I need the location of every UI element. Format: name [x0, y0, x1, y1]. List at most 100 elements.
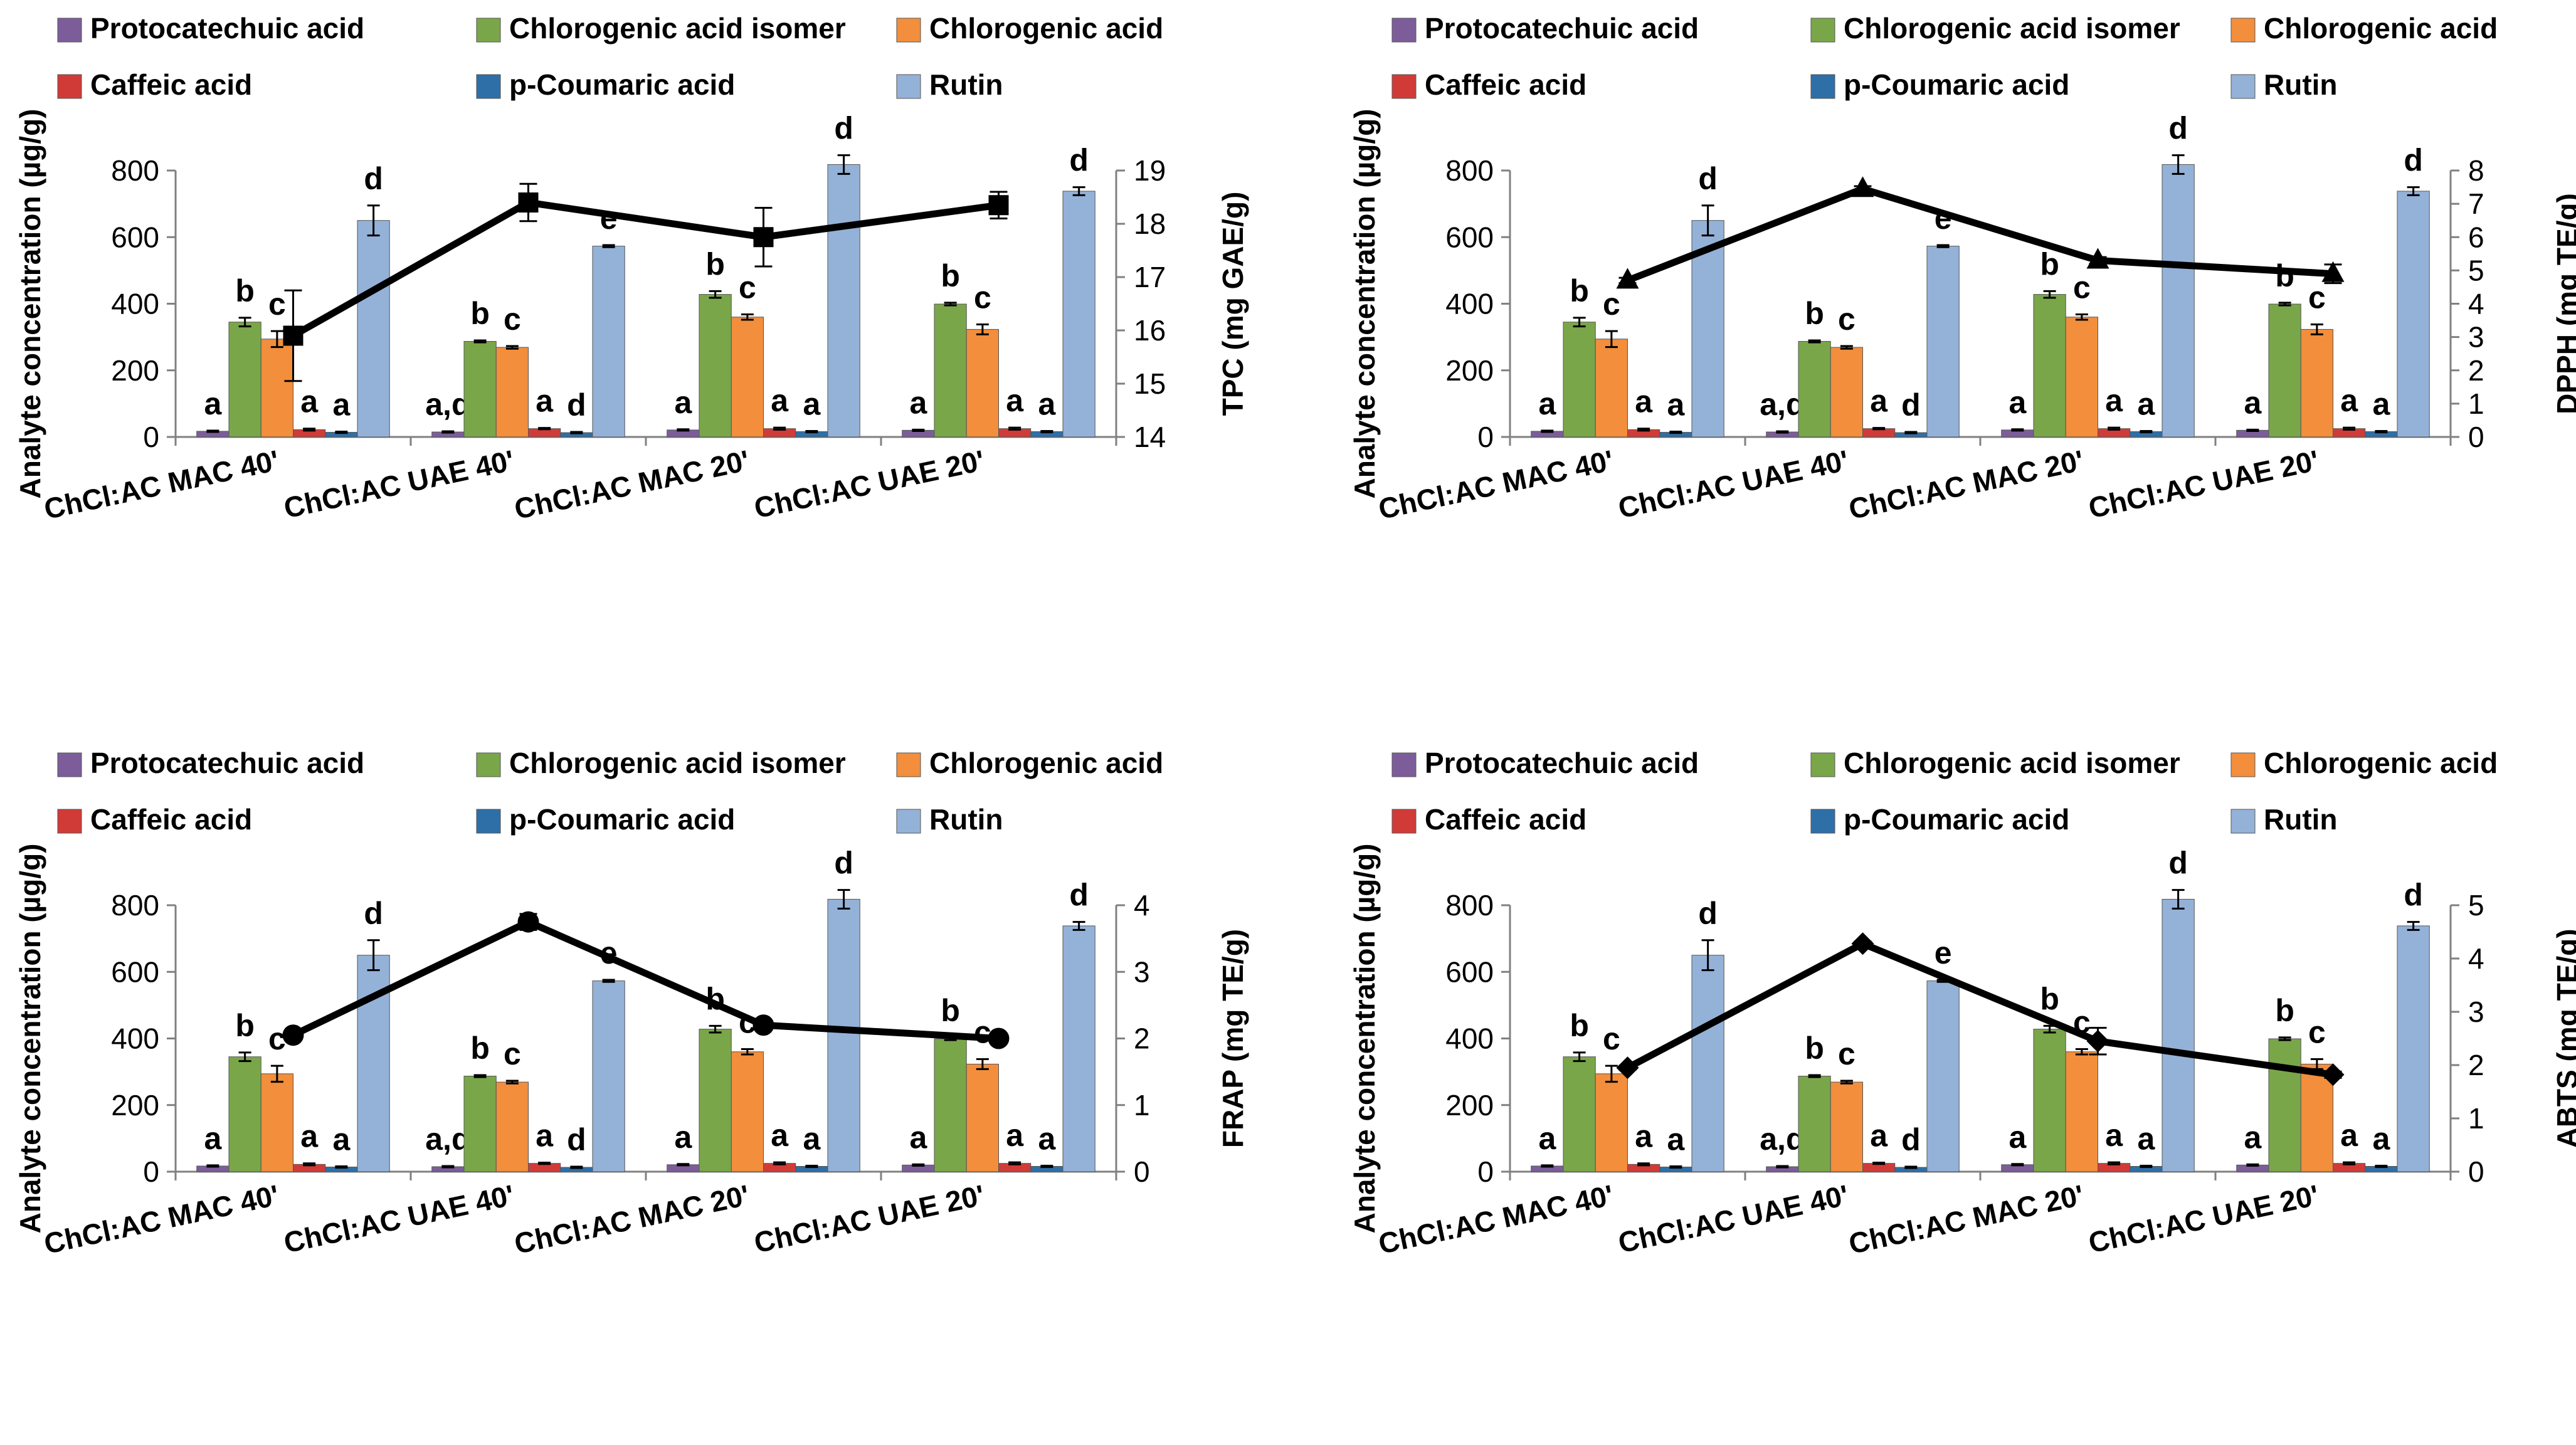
- significance-letter: a: [1870, 1118, 1888, 1153]
- significance-letter: d: [1069, 143, 1089, 178]
- bar: [2162, 898, 2195, 1172]
- significance-letter: a: [2372, 1121, 2390, 1156]
- line-series: [291, 199, 1000, 339]
- legend-label: Chlorogenic acid: [929, 747, 1163, 779]
- y2-tick-label: 1: [2468, 1102, 2484, 1135]
- significance-letter: a: [1038, 1121, 1056, 1156]
- bar: [827, 164, 860, 438]
- chart-panel-1: Protocatechuic acid Chlorogenic acid isom…: [14, 12, 1249, 525]
- significance-letter: a: [2009, 385, 2027, 420]
- bar: [699, 294, 732, 438]
- significance-letter: b: [470, 296, 490, 331]
- legend-swatch: [2230, 809, 2256, 834]
- y2-tick-label: 4: [2468, 942, 2484, 975]
- line-point: [517, 911, 539, 933]
- legend-swatch: [1391, 74, 1417, 99]
- legend-label: Chlorogenic acid isomer: [509, 12, 846, 45]
- bar: [1798, 1076, 1831, 1172]
- significance-letter: a: [771, 383, 789, 418]
- category-label: ChCl:AC MAC 20': [1846, 444, 2087, 525]
- bar: [1595, 339, 1628, 438]
- significance-letter: a: [1667, 387, 1685, 423]
- line-series: [1625, 940, 2334, 1078]
- y-tick-label: 400: [1445, 288, 1494, 320]
- significance-letter: d: [834, 846, 853, 881]
- bar: [495, 1081, 529, 1172]
- legend-label: Chlorogenic acid: [929, 12, 1163, 45]
- y2-tick-label: 3: [2468, 321, 2484, 354]
- bar: [1830, 347, 1863, 438]
- legend-swatch: [2230, 74, 2256, 99]
- significance-letter: d: [2404, 143, 2423, 178]
- bar: [463, 341, 497, 438]
- legend-swatch: [1810, 74, 1835, 99]
- chart-panel-3: Protocatechuic acid Chlorogenic acid isom…: [14, 747, 1249, 1260]
- line-point: [1616, 1056, 1639, 1080]
- legend-swatch: [2230, 18, 2256, 43]
- y2-tick-label: 14: [1134, 421, 1166, 453]
- legend-label: Caffeic acid: [1425, 803, 1586, 836]
- y2-axis-title: TPC (mg GAE/g): [1217, 192, 1249, 416]
- legend-swatch: [1810, 809, 1835, 834]
- significance-letter: a: [300, 384, 319, 419]
- significance-letter: c: [268, 1021, 286, 1056]
- y2-tick-label: 2: [1134, 1022, 1150, 1055]
- significance-letter: a: [2372, 386, 2390, 421]
- significance-letter: a: [2340, 1118, 2358, 1153]
- significance-letter: b: [1570, 273, 1589, 308]
- significance-letter: a: [332, 1122, 351, 1157]
- bar: [2397, 191, 2430, 438]
- significance-letter: c: [504, 1036, 521, 1071]
- significance-letter: b: [1805, 1031, 1824, 1066]
- bar: [827, 898, 860, 1172]
- category-label: ChCl:AC MAC 20': [512, 1179, 752, 1260]
- category-label: ChCl:AC MAC 40': [41, 444, 282, 525]
- y2-tick-label: 5: [2468, 254, 2484, 286]
- significance-letter: a: [536, 384, 554, 419]
- bar: [357, 220, 390, 438]
- bar: [2268, 1038, 2301, 1172]
- legend-label: Caffeic acid: [1425, 68, 1586, 101]
- significance-letter: a,d: [1760, 387, 1805, 422]
- bar: [1926, 980, 1960, 1172]
- significance-letter: a: [1006, 1118, 1024, 1153]
- bar: [699, 1029, 732, 1172]
- y-tick-label: 800: [111, 154, 159, 187]
- bar: [2033, 294, 2066, 438]
- legend-swatch: [1810, 752, 1835, 777]
- y2-tick-label: 19: [1134, 154, 1166, 187]
- significance-letter: c: [1603, 286, 1620, 322]
- legend-swatch: [896, 752, 921, 777]
- significance-letter: b: [2275, 258, 2294, 293]
- category-label: ChCl:AC UAE 40': [1615, 1179, 1852, 1259]
- y-tick-label: 800: [111, 889, 159, 922]
- y-tick-label: 600: [111, 221, 159, 253]
- legend-swatch: [1391, 752, 1417, 777]
- legend-label: Caffeic acid: [90, 68, 252, 101]
- significance-letter: a: [1667, 1122, 1685, 1157]
- chart-panel-4: Protocatechuic acid Chlorogenic acid isom…: [1348, 747, 2576, 1260]
- significance-letter: a: [1635, 384, 1653, 419]
- y2-tick-label: 1: [2468, 387, 2484, 420]
- bar: [1595, 1073, 1628, 1172]
- y2-tick-label: 4: [2468, 288, 2484, 320]
- y2-tick-label: 5: [2468, 889, 2484, 922]
- chart-panel-2: Protocatechuic acid Chlorogenic acid isom…: [1348, 12, 2576, 525]
- bar: [260, 1073, 293, 1172]
- legend-label: p-Coumaric acid: [1844, 68, 2069, 101]
- significance-letter: d: [567, 387, 586, 423]
- significance-letter: c: [1838, 1036, 1855, 1071]
- y2-axis-title: FRAP (mg TE/g): [1217, 929, 1249, 1148]
- legend-swatch: [896, 809, 921, 834]
- significance-letter: a: [2137, 1121, 2155, 1156]
- y-tick-label: 200: [111, 1089, 159, 1122]
- legend-label: p-Coumaric acid: [509, 803, 735, 836]
- legend-label: Chlorogenic acid isomer: [1844, 747, 2180, 779]
- legend-swatch: [57, 74, 82, 99]
- bar: [731, 317, 764, 438]
- significance-letter: d: [2168, 111, 2188, 146]
- y-tick-label: 800: [1445, 154, 1494, 187]
- significance-letter: d: [364, 161, 383, 196]
- bar: [1563, 1056, 1596, 1172]
- legend-label: Protocatechuic acid: [1425, 747, 1699, 779]
